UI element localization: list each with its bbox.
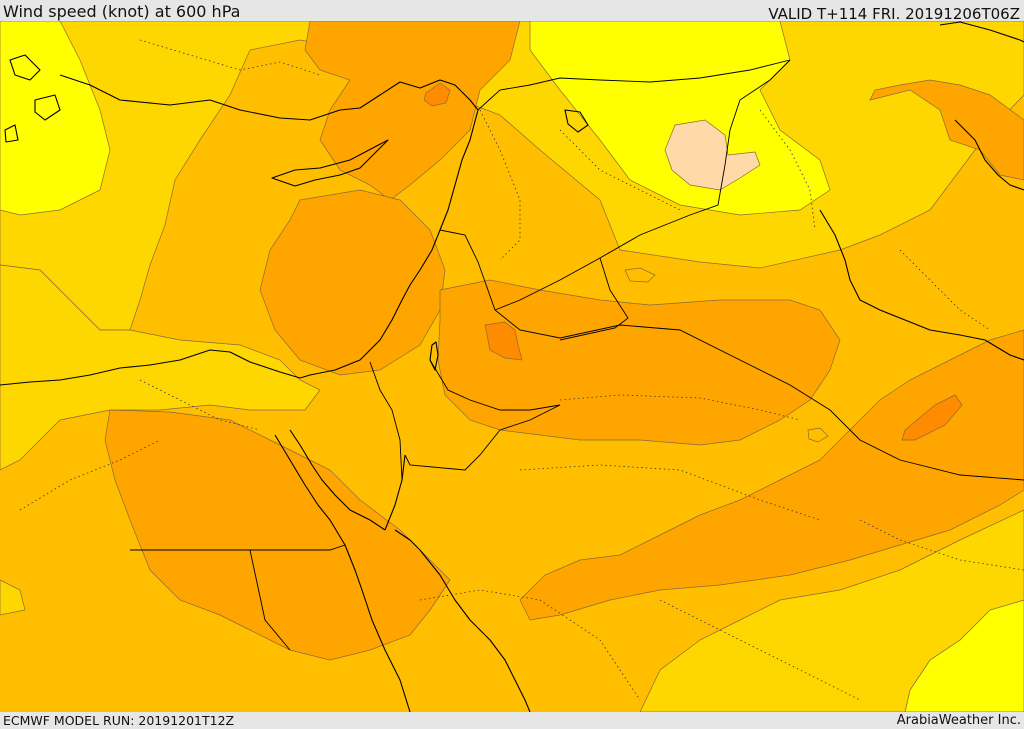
field-verylow-west <box>0 21 111 216</box>
model-run-label: ECMWF MODEL RUN: 20191201T12Z <box>3 713 235 728</box>
field-mid-patch-2 <box>807 427 829 443</box>
field-high-eastmed <box>259 189 446 376</box>
field-low-southeast <box>639 509 1024 712</box>
valid-time: VALID T+114 FRI. 20191206T06Z <box>768 5 1020 23</box>
map-title: Wind speed (knot) at 600 hPa <box>3 2 241 21</box>
field-higher-core-1 <box>901 394 963 441</box>
field-higher-core-3 <box>423 82 451 107</box>
field-high-northeast <box>869 79 1024 181</box>
field-high-egypt <box>104 409 451 661</box>
credit-label: ArabiaWeather Inc. <box>896 713 1021 728</box>
field-high-jordan <box>437 279 841 446</box>
field-high-arabia <box>519 329 1024 621</box>
wind-speed-map <box>0 21 1024 712</box>
field-mid-patch-1 <box>624 267 656 283</box>
province-boundaries <box>19 39 1024 701</box>
coastlines <box>0 21 1024 712</box>
field-low-southwest <box>0 579 26 616</box>
field-higher-core-2 <box>484 321 523 361</box>
borders <box>130 59 1024 651</box>
field-low-west <box>0 264 321 471</box>
field-lowest-core <box>664 119 761 191</box>
